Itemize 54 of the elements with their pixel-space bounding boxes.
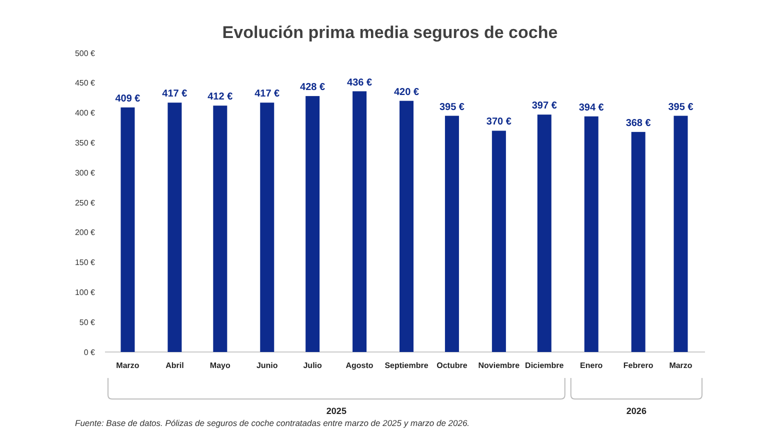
x-tick-label: Noviembre [478,361,520,370]
x-tick-label: Mayo [210,361,230,370]
bar [584,116,598,352]
y-tick-label: 100 € [74,288,96,297]
bar [444,116,459,352]
x-tick-label: Septiembre [384,361,429,370]
data-label: 368 € [626,118,652,129]
data-label: 417 € [254,88,280,100]
bar [400,100,414,352]
y-tick-label: 250 € [74,198,96,208]
bar [213,106,228,352]
x-tick-label: Agosto [346,361,374,370]
y-tick-label: 350 € [74,138,96,148]
bar [120,107,135,352]
y-tick-label: 450 € [74,78,96,88]
data-label: 417 € [162,88,188,100]
data-label: 394 € [578,102,604,114]
data-label: 412 € [208,92,234,103]
y-tick-label: 200 € [74,228,96,238]
bar [674,116,688,352]
bar [306,96,320,352]
data-label: 436 € [347,77,372,88]
y-tick-label: 50 € [79,318,96,327]
data-label: 409 € [115,93,141,104]
x-tick-label: Marzo [669,361,692,370]
x-tick-label: Julio [303,361,322,370]
data-label: 395 € [439,102,465,113]
x-tick-label: Febrero [623,361,654,370]
chart-title: Evolución prima media seguros de coche [222,23,558,42]
bar [168,102,182,352]
y-tick-label: 400 € [74,108,96,118]
data-label: 395 € [668,102,694,113]
bar [492,130,506,352]
y-tick-label: 500 € [74,48,96,58]
data-label: 397 € [532,100,558,112]
x-tick-label: Marzo [116,361,140,370]
bar [260,102,274,352]
data-label: 428 € [300,82,326,94]
text: 2025 [326,406,346,416]
x-tick-label: Diciembre [525,361,564,370]
source-note: Fuente: Base de datos. Pólizas de seguros de coche contratadas entre marzo de 2025 y marzo de 2026. [75,418,470,428]
bar [631,132,646,352]
data-label: 420 € [394,86,420,98]
x-tick-label: Octubre [436,361,468,370]
x-tick-label: Enero [580,361,603,370]
bar [537,114,552,352]
x-tick-label: Abril [166,361,184,370]
bar [352,91,367,352]
y-tick-label: 150 € [74,258,96,268]
y-tick-label: 0 € [84,348,96,357]
text: 2026 [626,406,646,416]
data-label: 370 € [486,116,512,128]
y-tick-label: 300 € [74,168,96,178]
x-tick-label: Junio [256,361,278,370]
